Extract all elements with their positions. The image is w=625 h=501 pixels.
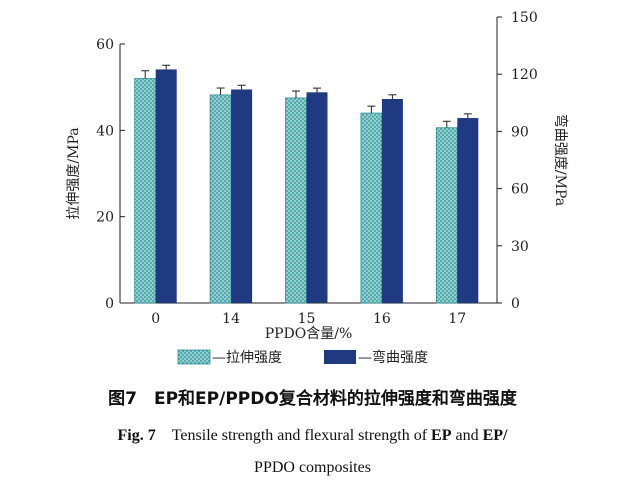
right-tick-label: 30 [511, 239, 529, 255]
figure-caption-en-part: EP [431, 427, 452, 444]
bar-flexural [457, 118, 479, 303]
right-tick-label: 90 [511, 124, 529, 140]
chart: 0 20 40 60 0 30 60 90 120 150 0 14 15 16 17 PPDO含量/% 拉伸强… [66, 10, 569, 366]
bar-flexural [306, 92, 328, 304]
x-tick-label: 15 [298, 311, 316, 327]
legend-swatch-tensile [177, 349, 211, 365]
left-axis-title: 拉伸强度/MPa [66, 127, 82, 219]
left-tick-label: 40 [96, 123, 114, 139]
left-tick-label: 20 [96, 210, 114, 226]
figure-caption-en-line2: PPDO composites [254, 459, 371, 476]
x-tick-label: 16 [373, 311, 391, 327]
legend-swatch-flexural [324, 350, 356, 364]
right-tick-label: 150 [511, 10, 538, 26]
legend-label-tensile: —拉伸强度 [212, 350, 282, 366]
right-axis-title: 弯曲强度/MPa [552, 114, 569, 206]
bar-tensile [435, 127, 458, 304]
left-tick-label: 0 [105, 296, 114, 312]
x-tick-label: 14 [222, 311, 240, 327]
x-axis-title: PPDO含量/% [265, 326, 353, 342]
figure-caption-en-prefix: Fig. 7 [117, 427, 172, 444]
figure-caption-zh: 图7 EP和EP/PPDO复合材料的拉伸强度和弯曲强度 [108, 389, 517, 409]
figure-caption-en-part: EP/ [482, 427, 508, 444]
bar-tensile [360, 112, 383, 304]
figure-caption-en-part: and [451, 427, 483, 444]
right-tick-label: 120 [511, 67, 538, 83]
figure-caption-en: Fig. 7 Tensile strength and flexural str… [0, 420, 625, 484]
figure-caption-en-part: Tensile strength and flexural strength o… [171, 427, 432, 444]
bar-flexural [381, 98, 403, 303]
right-tick-label: 0 [511, 296, 520, 312]
left-tick-label: 60 [96, 37, 114, 53]
x-tick-label: 0 [151, 311, 160, 327]
bar-flexural [231, 89, 253, 303]
bar-tensile [209, 94, 232, 304]
bar-flexural [155, 69, 177, 303]
bar-tensile [134, 78, 157, 304]
x-tick-label: 17 [448, 311, 466, 327]
right-tick-label: 60 [511, 182, 529, 198]
legend-label-flexural: —弯曲强度 [358, 349, 428, 366]
bar-tensile [285, 97, 307, 304]
